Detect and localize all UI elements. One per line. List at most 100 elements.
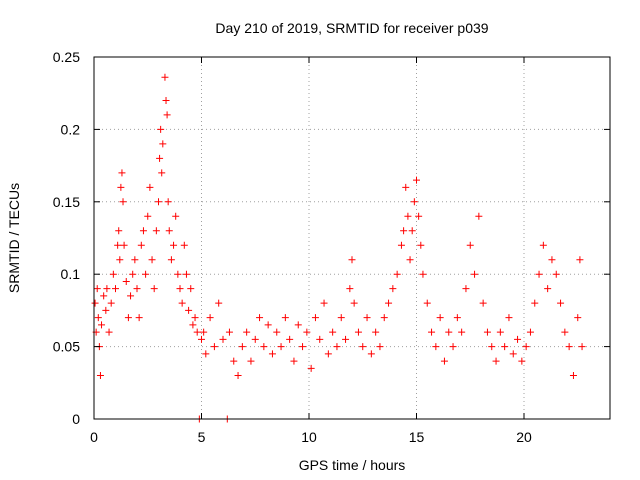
- data-point: [311, 314, 319, 322]
- data-point: [256, 314, 264, 322]
- data-point: [329, 328, 337, 336]
- data-point: [156, 154, 164, 162]
- data-point: [98, 321, 106, 329]
- data-point: [163, 111, 171, 119]
- data-point: [180, 241, 188, 249]
- x-tick-label: 5: [198, 429, 206, 445]
- data-point: [354, 328, 362, 336]
- data-point: [367, 350, 375, 358]
- data-point: [109, 270, 117, 278]
- data-point: [397, 241, 405, 249]
- plot-border: [93, 56, 611, 420]
- data-point: [488, 343, 496, 351]
- data-point: [359, 343, 367, 351]
- data-point: [393, 270, 401, 278]
- data-points: [91, 73, 586, 423]
- data-point: [164, 198, 172, 206]
- data-point: [189, 321, 197, 329]
- data-point: [299, 343, 307, 351]
- data-point: [557, 299, 565, 307]
- data-point: [565, 343, 573, 351]
- data-point: [346, 285, 354, 293]
- data-point: [413, 176, 420, 184]
- data-point: [200, 328, 208, 336]
- data-point: [94, 314, 102, 322]
- data-point: [561, 328, 569, 336]
- data-point: [178, 299, 186, 307]
- data-point: [479, 299, 487, 307]
- data-point: [268, 350, 276, 358]
- data-point: [410, 198, 418, 206]
- x-tick-label: 20: [516, 429, 532, 445]
- data-point: [144, 212, 152, 220]
- data-point: [230, 357, 238, 365]
- data-point: [120, 241, 128, 249]
- grid-lines: [94, 57, 610, 419]
- data-point: [135, 314, 143, 322]
- data-point: [496, 328, 504, 336]
- data-point: [103, 285, 111, 293]
- data-point: [119, 198, 127, 206]
- data-point: [404, 212, 412, 220]
- data-point: [133, 285, 141, 293]
- y-tick-label: 0.25: [53, 49, 80, 65]
- data-point: [458, 328, 466, 336]
- data-point: [449, 343, 457, 351]
- data-point: [174, 270, 182, 278]
- data-point: [552, 270, 560, 278]
- data-point: [350, 299, 358, 307]
- data-point: [466, 241, 474, 249]
- data-point: [122, 277, 130, 285]
- data-point: [146, 183, 154, 191]
- data-point: [307, 364, 315, 372]
- data-point: [225, 328, 233, 336]
- data-point: [219, 335, 227, 343]
- data-point: [415, 212, 423, 220]
- data-point: [483, 328, 491, 336]
- y-tick-label: 0.1: [61, 266, 81, 282]
- data-point: [385, 299, 393, 307]
- data-point: [129, 270, 137, 278]
- data-point: [161, 73, 169, 81]
- data-point: [294, 321, 302, 329]
- data-point: [432, 343, 440, 351]
- data-point: [526, 328, 534, 336]
- data-point: [251, 335, 259, 343]
- axis-ticks: 0 5 10 15 20 0 0.05 0.1 0.15 0.2 0.25: [53, 49, 610, 445]
- data-point: [514, 335, 522, 343]
- data-point: [333, 343, 341, 351]
- data-point: [574, 314, 582, 322]
- data-point: [522, 343, 530, 351]
- data-point: [105, 328, 113, 336]
- data-point: [408, 227, 416, 235]
- data-point: [131, 256, 139, 264]
- data-point: [159, 140, 167, 148]
- data-point: [471, 270, 479, 278]
- data-point: [576, 256, 584, 264]
- data-point: [518, 357, 526, 365]
- data-point: [569, 372, 577, 380]
- data-point: [509, 350, 517, 358]
- chart-title: Day 210 of 2019, SRMTID for receiver p03…: [215, 20, 488, 36]
- data-point: [264, 321, 272, 329]
- data-point: [206, 314, 214, 322]
- data-point: [152, 227, 160, 235]
- data-point: [380, 314, 388, 322]
- data-point: [162, 96, 170, 104]
- data-point: [102, 306, 110, 314]
- y-tick-label: 0: [72, 411, 80, 427]
- data-point: [137, 241, 145, 249]
- data-point: [170, 241, 178, 249]
- data-point: [440, 357, 448, 365]
- data-point: [281, 314, 289, 322]
- data-point: [372, 328, 380, 336]
- x-tick-label: 15: [409, 429, 425, 445]
- data-point: [348, 256, 356, 264]
- data-point: [260, 343, 268, 351]
- data-point: [324, 350, 332, 358]
- data-point: [316, 335, 324, 343]
- data-point: [419, 270, 427, 278]
- data-point: [165, 227, 173, 235]
- data-point: [544, 285, 552, 293]
- data-point: [193, 328, 201, 336]
